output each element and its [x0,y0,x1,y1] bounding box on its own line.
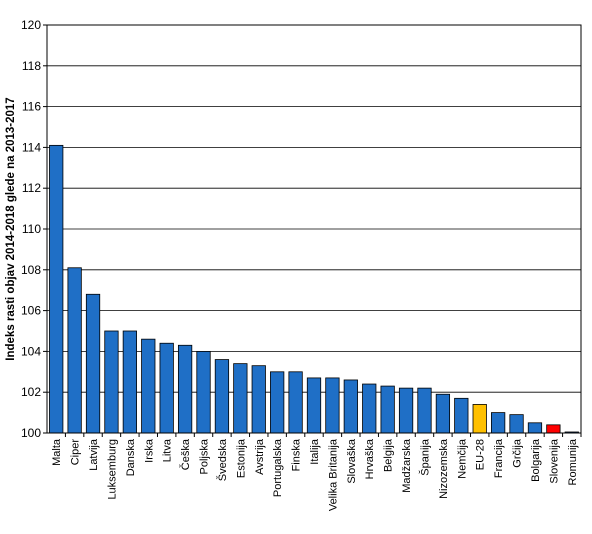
category-label: Francija [493,438,505,478]
category-label: Švedska [216,438,229,481]
y-tick-label: 104 [21,344,41,358]
category-label: Nizozemska [438,438,450,499]
bar [527,422,543,434]
category-label: Grčija [512,438,524,468]
bar [343,379,358,434]
bar [454,397,469,434]
bar [435,393,451,434]
bar [398,387,414,434]
category-label: Ciper [70,439,82,466]
category-label: Portugalska [272,438,284,497]
category-label: Belgija [383,438,395,472]
y-tick-label: 102 [21,385,41,399]
bar [159,342,174,434]
bar [380,385,395,434]
y-axis-label: Indeks rasti objav 2014-2018 glede na 20… [5,97,17,360]
category-label: Romunija [567,438,579,485]
category-label: Nemčija [456,438,468,479]
bar [177,344,193,434]
plot-frame [46,24,582,434]
bar [288,371,303,434]
bars [49,144,579,434]
bar [306,377,322,434]
bar [67,267,82,434]
category-label: Estonija [235,438,247,478]
category-label: EU-28 [475,439,487,470]
y-tick-label: 110 [22,222,41,236]
y-tick-labels: 100 102 104 106 108 110 112 114 116 118 120 [21,18,41,440]
category-label: Velika Britanija [327,438,339,511]
y-tick-label: 120 [21,18,41,32]
bar [141,338,156,434]
bar [85,293,101,434]
category-label: Litva [162,438,174,462]
bar [196,350,211,434]
bar [49,144,64,434]
category-label: Bolgarija [530,438,542,482]
category-labels: Malta Ciper Latvija Luksemburg Danska Irska Li… [51,438,579,511]
bar [104,330,119,434]
category-label: Madžarska [401,438,413,493]
bar [472,404,487,434]
y-tick-label: 114 [22,140,41,154]
bar [233,363,248,434]
category-label: Finska [291,438,303,471]
bar [362,383,377,434]
category-label: Avstrija [254,438,266,475]
category-label: Latvija [88,438,100,471]
category-label: Danska [125,438,137,476]
bar [491,412,506,434]
category-label: Malta [51,438,63,466]
bar [325,377,340,434]
bar [270,371,285,434]
category-label: Češka [179,438,192,470]
y-tick-label: 100 [21,426,41,440]
y-tick-label: 116 [22,100,41,114]
bar [251,365,266,434]
category-label: Poljska [199,438,211,474]
category-label: Španija [418,438,431,476]
bar [546,424,561,434]
bar [509,414,524,434]
y-tick-label: 108 [21,263,41,277]
category-label: Slovenija [548,438,560,484]
bar [214,359,230,434]
category-label: Luksemburg [106,439,118,500]
y-tick-label: 106 [21,304,41,318]
category-label: Hrvaška [364,438,376,479]
bar [122,330,137,434]
bar [417,387,432,434]
axes [43,24,582,437]
y-tick-label: 118 [22,59,41,73]
category-label: Irska [143,438,155,463]
y-tick-label: 112 [22,181,41,195]
category-label: Italija [309,438,321,465]
category-label: Slovaška [346,438,358,484]
